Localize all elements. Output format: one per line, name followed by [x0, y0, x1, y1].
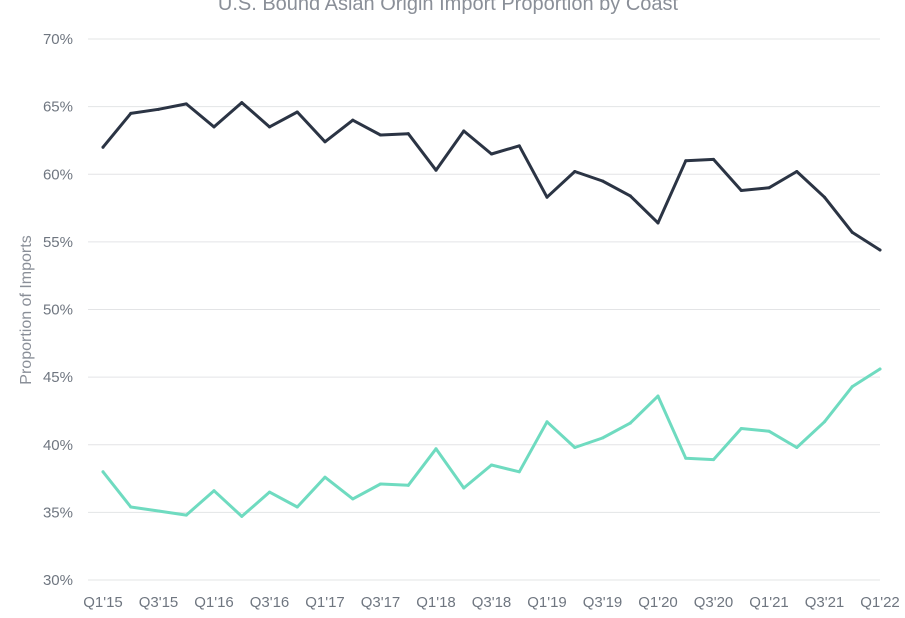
- data-point: [517, 144, 521, 148]
- data-point: [573, 170, 577, 174]
- data-point: [184, 102, 188, 106]
- data-point: [850, 385, 854, 389]
- data-point: [878, 367, 882, 371]
- data-point: [268, 125, 271, 129]
- y-tick-label: 40%: [43, 437, 73, 454]
- data-point: [406, 132, 410, 136]
- data-point: [295, 110, 299, 114]
- chart-title: U.S. Bound Asian Origin Import Proportio…: [218, 0, 679, 15]
- data-point: [767, 429, 771, 433]
- data-point: [295, 505, 299, 509]
- y-tick-label: 65%: [43, 99, 73, 116]
- x-tick-label: Q3'21: [805, 594, 845, 611]
- data-point: [184, 513, 188, 517]
- data-point: [712, 458, 715, 462]
- x-tick-label: Q1'20: [638, 594, 678, 611]
- data-point: [628, 421, 632, 425]
- x-tick-label: Q1'16: [194, 594, 234, 611]
- data-point: [351, 118, 355, 122]
- y-tick-label: 70%: [43, 31, 73, 48]
- data-point: [684, 456, 688, 460]
- data-point: [823, 420, 826, 424]
- data-point: [712, 157, 715, 161]
- x-tick-label: Q3'15: [139, 594, 179, 611]
- data-point: [157, 509, 160, 513]
- x-tick-label: Q3'17: [361, 594, 401, 611]
- x-axis-ticks: Q1'15 Q3'15 Q1'16 Q3'16 Q1'17 Q3'17 Q1'18 Q3'18…: [83, 594, 900, 611]
- data-point: [212, 489, 216, 493]
- y-tick-label: 50%: [43, 302, 73, 319]
- data-point: [268, 490, 271, 494]
- data-point: [795, 170, 799, 174]
- x-tick-label: Q3'19: [583, 594, 623, 611]
- data-point: [656, 394, 660, 398]
- x-tick-label: Q1'22: [860, 594, 900, 611]
- data-point: [850, 230, 854, 234]
- data-point: [129, 111, 133, 115]
- data-point: [767, 186, 771, 190]
- data-point: [323, 475, 327, 479]
- data-point: [351, 497, 355, 501]
- data-point: [157, 107, 160, 111]
- data-point: [545, 195, 549, 199]
- data-point: [101, 470, 105, 474]
- data-point: [601, 179, 604, 183]
- data-point: [462, 486, 466, 490]
- data-point: [434, 168, 438, 172]
- data-point: [129, 505, 133, 509]
- data-point: [684, 159, 688, 163]
- y-axis-ticks: 30% 35% 40% 45% 50% 55% 60% 65% 70%: [43, 31, 73, 589]
- x-tick-label: Q1'19: [527, 594, 567, 611]
- data-point: [212, 125, 216, 129]
- y-axis-label: Proportion of Imports: [18, 235, 35, 384]
- data-point: [323, 140, 327, 144]
- data-point: [739, 188, 743, 192]
- data-point: [878, 248, 882, 252]
- data-point: [490, 463, 493, 467]
- data-point: [434, 447, 438, 451]
- y-tick-label: 55%: [43, 234, 73, 251]
- data-point: [406, 483, 410, 487]
- data-point: [573, 445, 577, 449]
- y-tick-label: 30%: [43, 572, 73, 589]
- data-point: [628, 194, 632, 198]
- data-point: [101, 145, 105, 149]
- data-point: [462, 129, 466, 133]
- y-tick-label: 60%: [43, 166, 73, 183]
- gridlines: [88, 38, 880, 581]
- data-point: [379, 133, 382, 137]
- x-tick-label: Q1'17: [305, 594, 345, 611]
- data-point: [545, 420, 549, 424]
- data-point: [240, 101, 244, 105]
- x-tick-label: Q1'18: [416, 594, 456, 611]
- data-point: [656, 221, 660, 225]
- series-lines: [101, 101, 882, 518]
- series-line-2: [101, 367, 882, 518]
- data-point: [240, 514, 244, 518]
- data-point: [490, 152, 493, 156]
- data-point: [601, 436, 604, 440]
- x-tick-label: Q1'15: [83, 594, 123, 611]
- data-point: [739, 427, 743, 431]
- x-tick-label: Q3'16: [250, 594, 290, 611]
- y-tick-label: 45%: [43, 369, 73, 386]
- data-point: [379, 482, 382, 486]
- data-point: [795, 445, 799, 449]
- x-tick-label: Q3'18: [472, 594, 512, 611]
- x-tick-label: Q3'20: [694, 594, 734, 611]
- x-tick-label: Q1'21: [749, 594, 789, 611]
- data-point: [517, 470, 521, 474]
- data-point: [823, 195, 826, 199]
- y-tick-label: 35%: [43, 504, 73, 521]
- series-line-1: [101, 101, 882, 252]
